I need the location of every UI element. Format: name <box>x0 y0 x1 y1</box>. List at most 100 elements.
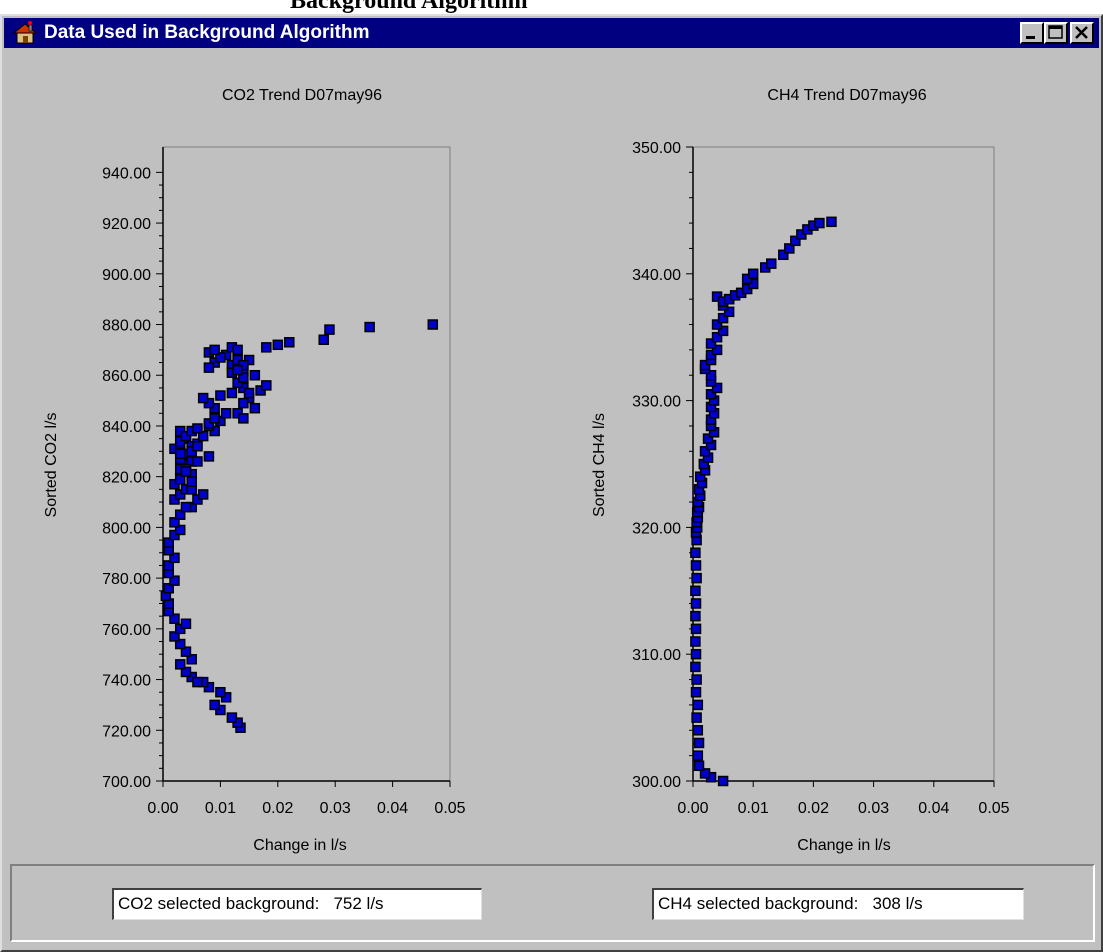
ch4-chart: CH4 Trend D07may96 300.00 310.00 320.00 330… <box>591 87 1010 854</box>
ch4-data-point <box>699 768 711 779</box>
ch4-data-point <box>711 344 723 356</box>
ch4-data-point <box>711 382 723 394</box>
co2-data-point <box>192 423 203 434</box>
co2-data-point <box>163 537 174 548</box>
ch4-x-tick-label: 0.03 <box>858 800 889 817</box>
co2-data-point <box>243 387 255 399</box>
co2-data-point <box>249 369 261 381</box>
house-icon <box>12 21 38 44</box>
co2-data-point <box>215 352 226 363</box>
dialog-window: Data Used in Background Algorithm CO2 Tr… <box>0 14 1103 952</box>
co2-y-tick-label: 860.00 <box>102 368 151 385</box>
ch4-data-point <box>691 712 702 723</box>
ch4-data-point <box>690 610 701 622</box>
ch4-y-tick-label: 320.00 <box>632 520 681 537</box>
co2-data-point <box>169 575 180 586</box>
co2-y-tick-label: 700.00 <box>102 774 151 791</box>
ch4-data-point <box>690 585 701 597</box>
ch4-plot-frame <box>692 146 995 782</box>
co2-data-point <box>169 552 180 564</box>
co2-y-tick-label: 880.00 <box>102 318 151 335</box>
co2-data-point <box>232 344 243 356</box>
co2-data-point <box>427 319 439 330</box>
ch4-data-point <box>814 217 825 229</box>
ch4-data-point <box>705 338 717 349</box>
co2-data-point <box>174 509 186 520</box>
co2-x-tick-label: 0.04 <box>377 800 408 817</box>
co2-data-point <box>209 699 220 711</box>
co2-y-tick-label: 780.00 <box>102 571 151 588</box>
ch4-data-point <box>747 268 759 280</box>
co2-y-tick-label: 720.00 <box>102 723 151 740</box>
co2-x-axis-label: Change in l/s <box>253 837 346 854</box>
minimize-button[interactable] <box>1020 22 1044 44</box>
ch4-y-tick-label: 330.00 <box>632 394 681 411</box>
co2-data-point <box>180 618 192 630</box>
co2-y-tick-label: 800.00 <box>102 520 151 537</box>
co2-data-point <box>284 337 295 348</box>
ch4-data-point <box>690 547 701 559</box>
close-button[interactable] <box>1070 22 1094 44</box>
ch4-data-point <box>702 433 714 444</box>
co2-data-point <box>180 466 192 477</box>
ch4-data-point <box>692 699 704 711</box>
co2-data-point <box>203 451 215 462</box>
co2-data-point <box>209 413 220 424</box>
co2-data-point <box>261 342 272 353</box>
ch4-y-tick-label: 310.00 <box>632 647 681 664</box>
ch4-data-point <box>690 560 702 571</box>
ch4-data-point <box>717 325 729 337</box>
ch4-data-point <box>723 306 735 318</box>
ch4-data-point <box>690 636 701 647</box>
co2-y-tick-label: 840.00 <box>102 419 151 436</box>
co2-y-tick-label: 760.00 <box>102 622 151 639</box>
co2-y-tick-label: 820.00 <box>102 470 151 487</box>
co2-data-point <box>318 334 329 345</box>
co2-data-point <box>163 560 174 571</box>
background-results-panel: CO2 selected background: 752 l/s CH4 sel… <box>10 864 1095 942</box>
ch4-data-point <box>690 686 702 698</box>
ch4-data-point <box>766 258 777 269</box>
ch4-data-point <box>705 389 717 400</box>
co2-data-point <box>169 517 180 528</box>
ch4-data-point <box>790 235 801 247</box>
maximize-icon <box>1048 25 1063 39</box>
ch4-data-point <box>691 572 702 584</box>
ch4-y-tick-label: 340.00 <box>632 267 681 284</box>
maximize-button[interactable] <box>1044 22 1068 44</box>
co2-data-point <box>174 659 186 670</box>
ch4-data-point <box>717 312 729 324</box>
ch4-data-point <box>711 331 723 343</box>
ch4-background-field[interactable]: CH4 selected background: 308 l/s <box>652 888 1024 920</box>
co2-data-point <box>174 524 186 536</box>
ch4-x-tick-label: 0.04 <box>918 800 949 817</box>
co2-data-point <box>192 440 203 452</box>
co2-x-tick-label: 0.01 <box>205 800 236 817</box>
co2-data-point <box>186 654 197 665</box>
co2-data-point <box>186 476 197 488</box>
co2-x-tick-label: 0.02 <box>262 800 293 817</box>
co2-data-point <box>169 631 180 642</box>
title-bar[interactable]: Data Used in Background Algorithm <box>4 18 1099 48</box>
co2-background-field[interactable]: CO2 selected background: 752 l/s <box>112 888 482 920</box>
co2-data-point <box>174 448 186 460</box>
window-title: Data Used in Background Algorithm <box>44 22 370 43</box>
co2-chart: CO2 Trend D07may96 700.00 720.00 740.00 760… <box>43 87 466 854</box>
co2-data-point <box>272 339 284 351</box>
co2-x-tick-label: 0.03 <box>320 800 351 817</box>
co2-data-point <box>215 390 226 401</box>
co2-data-point <box>180 501 192 513</box>
co2-data-point <box>220 408 232 419</box>
co2-data-point <box>163 583 174 594</box>
co2-y-tick-label: 740.00 <box>102 673 151 690</box>
co2-data-point <box>238 413 249 424</box>
ch4-data-point <box>692 750 704 761</box>
close-icon <box>1075 26 1088 39</box>
co2-data-point <box>180 666 192 678</box>
ch4-x-tick-label: 0.02 <box>798 800 829 817</box>
ch4-data-point <box>690 661 701 673</box>
co2-data-point <box>174 473 186 485</box>
ch4-data-point <box>778 249 789 261</box>
co2-data-point <box>261 380 272 391</box>
ch4-data-point <box>699 446 711 457</box>
